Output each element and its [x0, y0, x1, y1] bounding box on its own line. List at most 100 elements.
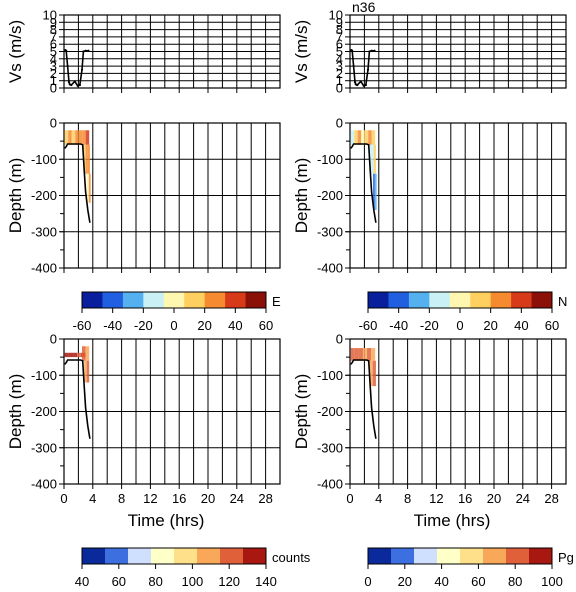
heatmap-cell: [78, 130, 83, 145]
heatmap-cell: [350, 348, 355, 361]
x-tick-label: 12: [143, 491, 157, 506]
colorbar-swatch: [184, 292, 206, 308]
y-tick-label: 0: [336, 81, 343, 96]
vs-data-point: [73, 80, 76, 83]
colorbar-tick-label: -40: [103, 318, 122, 333]
vs-data-point: [353, 81, 357, 84]
heatmap-cell: [369, 144, 372, 174]
y-tick-label: 0: [336, 116, 343, 131]
vs-data-point: [370, 49, 373, 52]
x-tick-label: 16: [172, 491, 186, 506]
colorbar-frame: [81, 547, 267, 565]
x-tick-label: 4: [89, 491, 96, 506]
x-tick-label: 20: [487, 491, 501, 506]
colorbar-swatch: [483, 548, 507, 564]
y-tick-label: 7: [50, 29, 57, 44]
heatmap-cell: [362, 348, 368, 361]
heatmap-cell: [87, 173, 89, 203]
vs-data-point: [351, 49, 354, 52]
y-tick-label: -300: [31, 224, 57, 239]
y-tick-label: -200: [317, 404, 343, 419]
vs-data-point: [362, 84, 365, 87]
colorbar-swatch: [506, 548, 530, 564]
depth-panel: 0 -100 -200 -300 -400 Depth (m): [6, 116, 281, 276]
heatmap-cell: [371, 130, 376, 145]
colorbar-swatch: [529, 548, 553, 564]
colorbar-label: N: [558, 294, 567, 309]
heatmap-cell: [357, 130, 362, 145]
y-axis-label: Depth (m): [6, 374, 25, 450]
x-tick-label: 24: [230, 491, 244, 506]
depth-profile-line: [64, 143, 91, 223]
y-tick-label: -200: [31, 404, 57, 419]
y-tick-label: 6: [50, 37, 57, 52]
y-tick-label: 5: [336, 44, 343, 59]
y-tick-label: 1: [50, 73, 57, 88]
colorbar-tick-label: 20: [483, 318, 497, 333]
colorbar-swatch: [490, 292, 512, 308]
heatmap-cell: [371, 348, 376, 361]
colorbar-tick-label: 0: [170, 318, 177, 333]
vs-data-point: [368, 50, 371, 53]
y-tick-label: -200: [31, 188, 57, 203]
colorbar-swatch: [220, 548, 244, 564]
colorbar-swatch: [143, 292, 165, 308]
heatmap-cell: [88, 173, 91, 203]
colorbar-swatch: [368, 292, 389, 308]
colorbar-tick-label: -40: [389, 318, 408, 333]
colorbar-swatch: [163, 292, 185, 308]
colorbar-swatch: [368, 548, 392, 564]
colorbar-tick-label: 120: [218, 574, 240, 589]
y-tick-label: -100: [31, 368, 57, 383]
y-tick-label: 9: [336, 15, 343, 30]
heatmap-cell: [68, 130, 72, 145]
heatmap-cell: [369, 360, 373, 387]
y-tick-label: 0: [336, 332, 343, 347]
colorbar-tick-label: 40: [434, 574, 448, 589]
depth-profile-line: [350, 359, 377, 439]
colorbar-tick-label: 0: [364, 574, 371, 589]
vs-data-point: [66, 65, 69, 68]
y-tick-label: 3: [336, 59, 343, 74]
colorbar-swatch: [105, 548, 129, 564]
heatmap-cell: [71, 130, 76, 145]
x-axis-label: Time (hrs): [414, 511, 491, 530]
colorbar-swatch: [122, 292, 144, 308]
heatmap-cell: [87, 144, 90, 174]
colorbar-swatch: [470, 292, 492, 308]
colorbar-swatch: [128, 548, 152, 564]
vs-data-point: [84, 49, 87, 52]
colorbar: 0 20 40 60 80 100 Pg: [364, 547, 574, 589]
colorbar-tick-label: -60: [359, 318, 378, 333]
y-tick-label: -400: [317, 477, 343, 492]
vs-data-point: [76, 84, 79, 87]
colorbar-swatch: [102, 292, 124, 308]
vs-data-point: [359, 80, 362, 83]
colorbar-tick-label: 60: [471, 574, 485, 589]
vs-data-point: [78, 83, 81, 87]
x-tick-label: 8: [404, 491, 411, 506]
vs-data-point: [364, 83, 367, 87]
x-axis-label: Time (hrs): [128, 511, 205, 530]
colorbar-swatch: [197, 548, 221, 564]
heatmap-cell: [82, 130, 86, 145]
vs-data-point: [70, 83, 73, 87]
colorbar-tick-label: 100: [182, 574, 204, 589]
colorbar-swatch: [437, 548, 461, 564]
y-tick-label: -400: [31, 477, 57, 492]
colorbar-tick-label: 40: [514, 318, 528, 333]
heatmap-cell: [82, 346, 86, 361]
y-tick-label: 4: [336, 51, 343, 66]
y-tick-label: 10: [329, 8, 343, 23]
colorbar-swatch: [460, 548, 484, 564]
colorbar-tick-label: 40: [228, 318, 242, 333]
heatmap-cell: [85, 130, 90, 145]
y-tick-label: 7: [336, 29, 343, 44]
colorbar-swatch: [414, 548, 438, 564]
heatmap-cell: [84, 360, 87, 383]
colorbar-tick-label: 60: [112, 574, 126, 589]
heatmap-cell: [64, 352, 69, 358]
colorbar-tick-label: 80: [508, 574, 522, 589]
